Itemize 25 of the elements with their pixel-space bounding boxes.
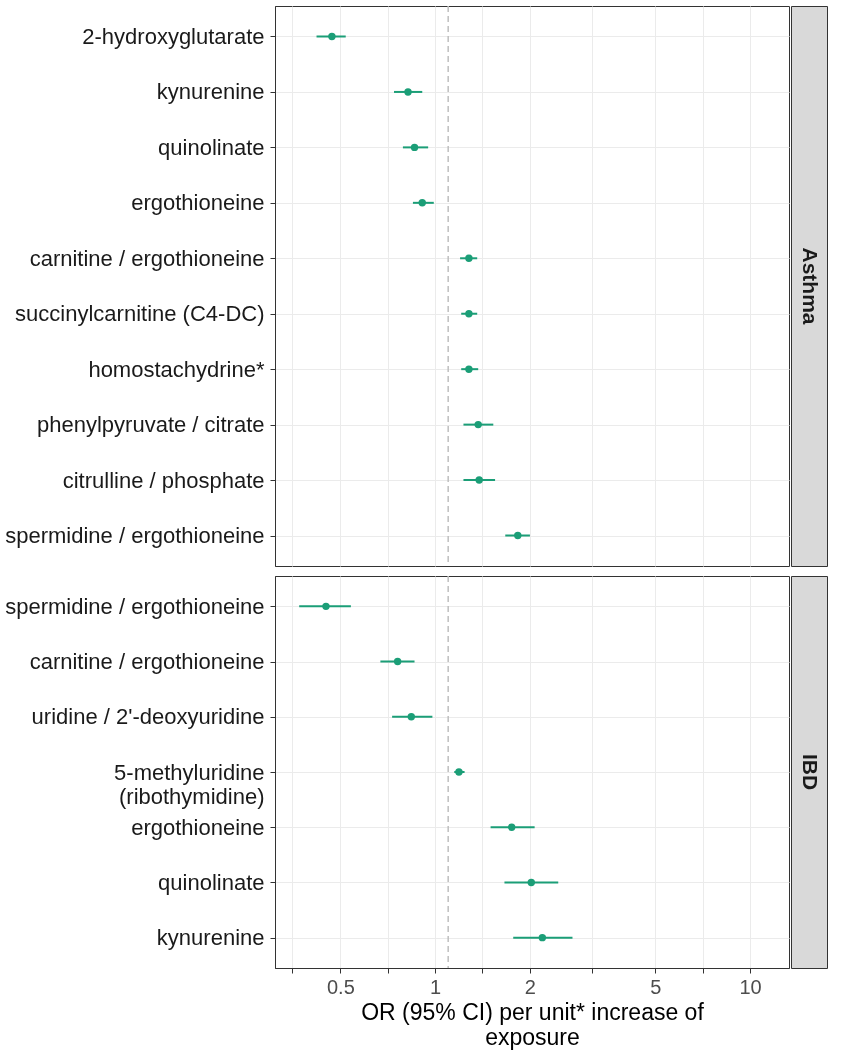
y-tick-label: succinylcarnitine (C4-DC) bbox=[15, 301, 265, 327]
y-tick-label: carnitine / ergothioneine bbox=[29, 649, 265, 675]
y-tick-label: ergothioneine bbox=[131, 190, 265, 216]
y-tick-label: carnitine / ergothioneine bbox=[29, 245, 265, 271]
y-tick-label: uridine / 2'-deoxyuridine bbox=[31, 704, 265, 730]
text: Asthma bbox=[799, 247, 822, 325]
y-tick-label: kynurenine bbox=[156, 925, 265, 951]
y-tick-label: kynurenine bbox=[156, 79, 265, 105]
y-tick-label: spermidine / ergothioneine bbox=[5, 593, 265, 619]
y-tick-label: ergothioneine bbox=[131, 814, 265, 840]
y-tick-label: 2-hydroxyglutarate bbox=[82, 24, 265, 49]
text: IBD bbox=[799, 753, 822, 791]
x-tick-label: 5 bbox=[650, 975, 662, 998]
x-axis-title: OR (95% CI) per unit* increase of exposure bbox=[361, 998, 705, 1050]
y-tick-label: citrulline / phosphate bbox=[62, 467, 265, 493]
y-tick-label: quinolinate bbox=[158, 869, 265, 895]
y-tick-label: 5-methyluridine (ribothymidine) bbox=[114, 759, 265, 809]
y-tick-label: quinolinate bbox=[158, 134, 265, 160]
y-tick-label: homostachydrine* bbox=[88, 356, 265, 382]
x-tick-label: 2 bbox=[524, 975, 536, 998]
x-tick-label: 10 bbox=[739, 975, 762, 998]
y-tick-label: spermidine / ergothioneine bbox=[5, 523, 265, 548]
y-tick-label: phenylpyruvate / citrate bbox=[37, 412, 265, 438]
x-tick-label: 1 bbox=[430, 975, 442, 998]
x-tick-label: 0.5 bbox=[326, 975, 355, 998]
